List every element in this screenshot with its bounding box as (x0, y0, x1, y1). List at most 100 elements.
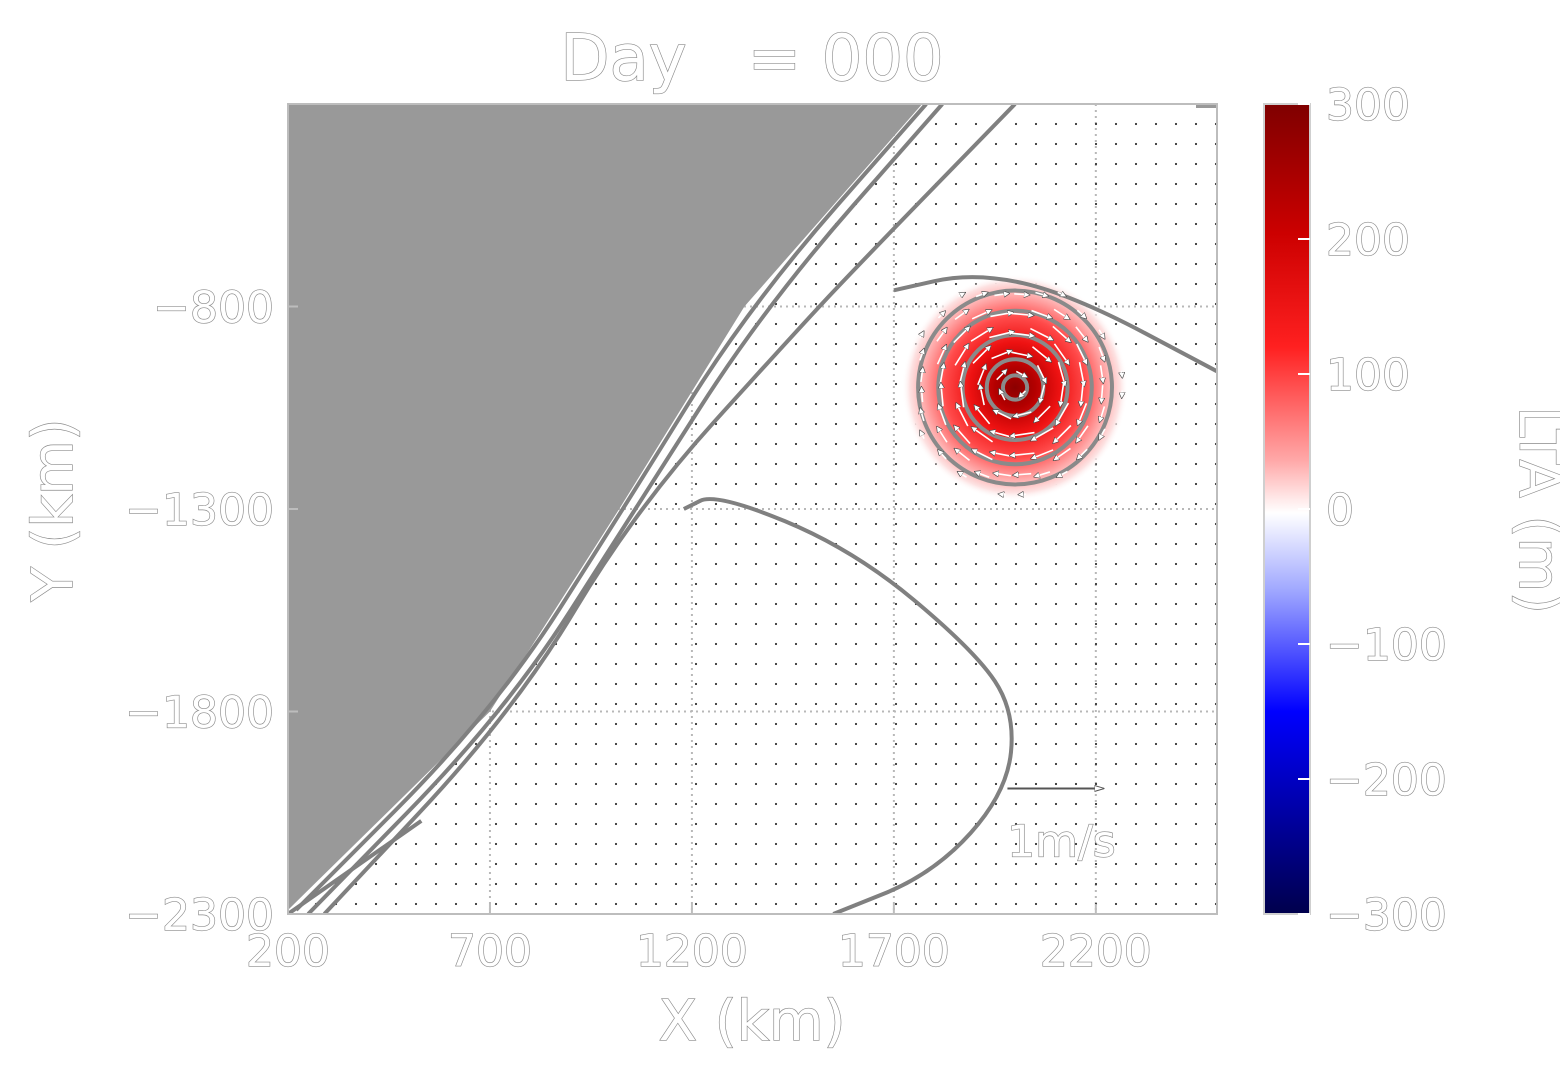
velocity-dot (834, 682, 838, 686)
velocity-dot (714, 782, 718, 786)
colorbar-tick-label: 0 (1326, 485, 1354, 536)
velocity-dot (1114, 642, 1118, 646)
velocity-dot (654, 762, 658, 766)
velocity-dot (1134, 602, 1138, 606)
velocity-dot (894, 602, 898, 606)
velocity-dot (614, 662, 618, 666)
velocity-dot (1034, 202, 1038, 206)
velocity-dot (714, 762, 718, 766)
velocity-dot (1114, 622, 1118, 626)
velocity-dot (754, 482, 758, 486)
velocity-dot (1154, 822, 1158, 826)
velocity-dot (674, 542, 678, 546)
velocity-dot (594, 862, 598, 866)
y-tick-label: −1300 (125, 485, 274, 536)
velocity-dot (754, 542, 758, 546)
velocity-dot (1134, 522, 1138, 526)
velocity-dot (914, 802, 918, 806)
velocity-dot (1014, 682, 1018, 686)
velocity-dot (874, 602, 878, 606)
velocity-dot (1114, 902, 1118, 906)
velocity-dot (1034, 642, 1038, 646)
velocity-vector (1098, 428, 1106, 440)
velocity-dot (634, 882, 638, 886)
corner-land-patch (1196, 104, 1217, 108)
velocity-dot (534, 722, 538, 726)
velocity-dot (1134, 542, 1138, 546)
y-tick-label: −800 (153, 283, 274, 334)
velocity-dot (894, 802, 898, 806)
velocity-dot (1154, 622, 1158, 626)
velocity-dot (754, 782, 758, 786)
velocity-dot (814, 702, 818, 706)
velocity-dot (774, 602, 778, 606)
velocity-vector (938, 450, 947, 460)
velocity-dot (814, 822, 818, 826)
contour-line (893, 275, 1217, 374)
colorbar-tick-label: 300 (1326, 80, 1410, 131)
velocity-vector (1008, 331, 1035, 336)
velocity-dot (1034, 182, 1038, 186)
velocity-dot (814, 602, 818, 606)
velocity-dot (1074, 682, 1078, 686)
velocity-vector (1077, 448, 1088, 459)
velocity-dot (714, 602, 718, 606)
velocity-dot (954, 582, 958, 586)
velocity-dot (1054, 742, 1058, 746)
velocity-dot (1034, 782, 1038, 786)
velocity-dot (1094, 282, 1098, 286)
velocity-dot (694, 642, 698, 646)
velocity-dot (694, 782, 698, 786)
velocity-dot (734, 722, 738, 726)
velocity-dot (834, 302, 838, 306)
velocity-dot (1114, 482, 1118, 486)
velocity-dot (814, 502, 818, 506)
velocity-dot (834, 842, 838, 846)
velocity-dot (1114, 302, 1118, 306)
velocity-vector (1040, 384, 1046, 404)
velocity-dot (954, 182, 958, 186)
velocity-vector (1018, 390, 1027, 398)
velocity-dot (674, 762, 678, 766)
velocity-dot (554, 762, 558, 766)
velocity-dot (814, 382, 818, 386)
velocity-dot (414, 902, 418, 906)
velocity-dot (534, 902, 538, 906)
velocity-dot (1114, 582, 1118, 586)
velocity-dot (734, 362, 738, 366)
velocity-dot (814, 282, 818, 286)
velocity-dot (534, 882, 538, 886)
velocity-dot (774, 702, 778, 706)
velocity-dot (1074, 182, 1078, 186)
velocity-dot (1094, 302, 1098, 306)
velocity-dot (734, 422, 738, 426)
velocity-dot (1194, 142, 1198, 146)
velocity-vector (971, 310, 991, 320)
velocity-dot (1194, 342, 1198, 346)
velocity-dot (794, 542, 798, 546)
velocity-dot (974, 502, 978, 506)
velocity-dot (714, 642, 718, 646)
velocity-dot (1174, 362, 1178, 366)
velocity-dot (1174, 382, 1178, 386)
velocity-vector (936, 345, 947, 365)
velocity-dot (1034, 162, 1038, 166)
velocity-dot (874, 342, 878, 346)
velocity-dot (874, 502, 878, 506)
velocity-dot (714, 562, 718, 566)
velocity-dot (614, 642, 618, 646)
velocity-dot (1074, 702, 1078, 706)
velocity-dot (974, 562, 978, 566)
velocity-dot (1194, 702, 1198, 706)
velocity-dot (914, 662, 918, 666)
velocity-dot (774, 322, 778, 326)
velocity-dot (754, 402, 758, 406)
velocity-dot (1134, 902, 1138, 906)
velocity-dot (794, 882, 798, 886)
velocity-dot (594, 782, 598, 786)
velocity-dot (894, 702, 898, 706)
velocity-dot (494, 862, 498, 866)
velocity-dot (994, 162, 998, 166)
velocity-dot (694, 742, 698, 746)
